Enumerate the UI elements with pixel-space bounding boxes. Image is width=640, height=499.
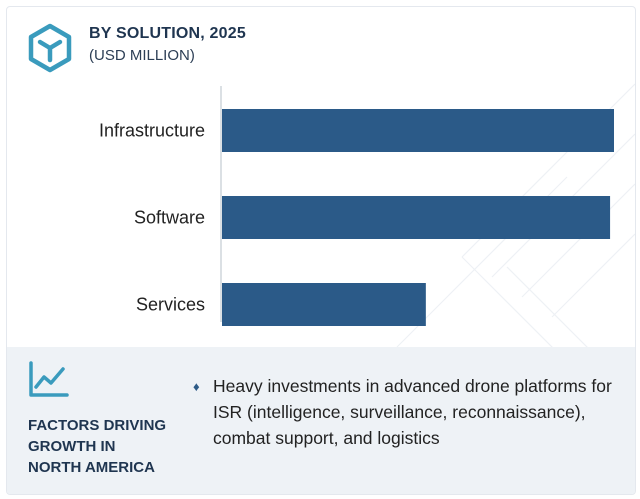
category-label-software: Software bbox=[134, 208, 205, 228]
bar-chart: Infrastructure Software Services bbox=[99, 86, 614, 326]
bar-services bbox=[222, 283, 426, 326]
factors-title-line: FACTORS DRIVING bbox=[28, 417, 167, 434]
factors-title-line: GROWTH IN bbox=[28, 438, 116, 455]
factors-title: FACTORS DRIVING GROWTH IN NORTH AMERICA bbox=[28, 415, 198, 478]
bar-infrastructure bbox=[222, 109, 614, 152]
bar-software bbox=[222, 196, 611, 239]
factor-bullet-text: Heavy investments in advanced drone plat… bbox=[213, 376, 612, 448]
chart-title: BY SOLUTION, 2025 bbox=[89, 25, 246, 42]
factors-title-line: NORTH AMERICA bbox=[28, 459, 155, 476]
bullet-diamond-icon: ♦ bbox=[193, 379, 200, 394]
category-label-infrastructure: Infrastructure bbox=[99, 121, 205, 141]
trend-line-icon bbox=[29, 361, 69, 397]
factors-panel: FACTORS DRIVING GROWTH IN NORTH AMERICA … bbox=[7, 347, 635, 494]
cube-icon bbox=[28, 23, 72, 73]
chart-card: BY SOLUTION, 2025 (USD MILLION) Infrastr… bbox=[6, 6, 636, 495]
category-label-services: Services bbox=[136, 295, 205, 315]
chart-subtitle: (USD MILLION) bbox=[89, 47, 195, 64]
